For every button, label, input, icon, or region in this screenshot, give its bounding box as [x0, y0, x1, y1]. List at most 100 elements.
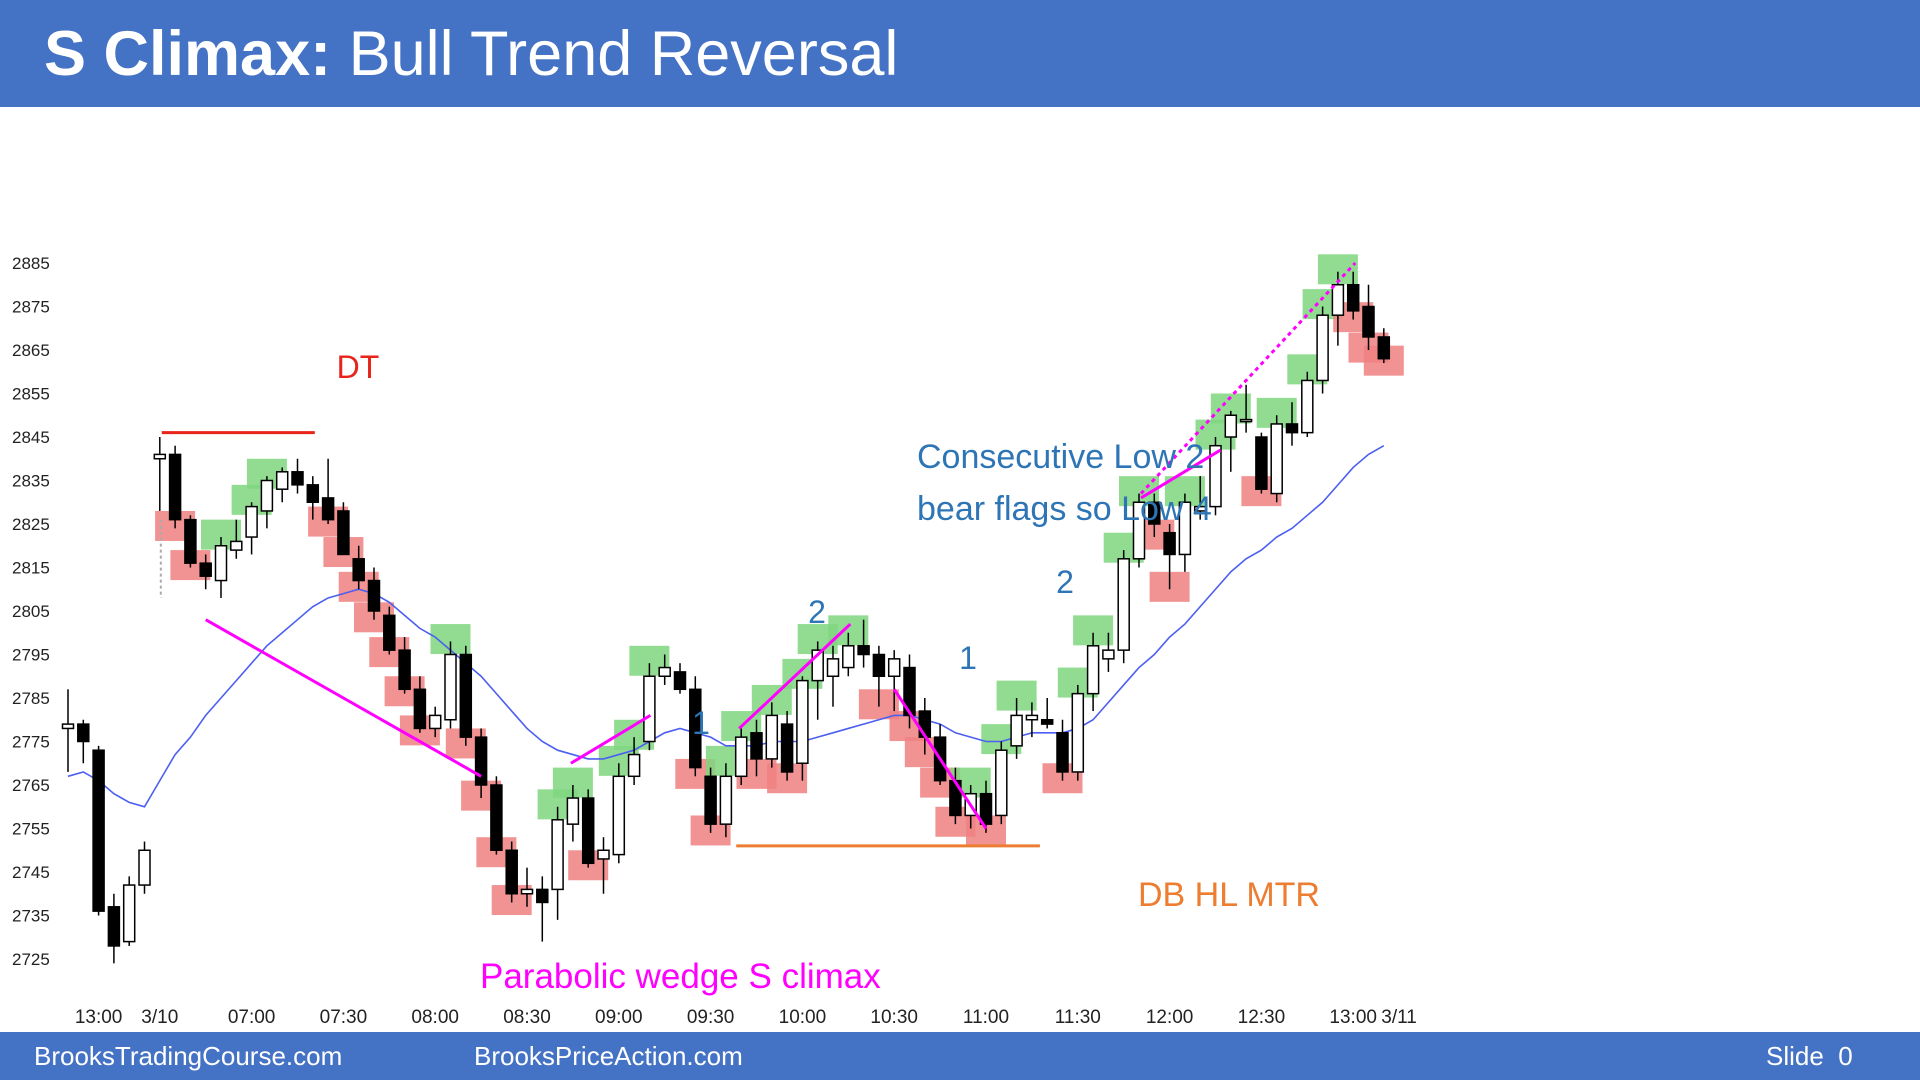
bull-candle-body: [1178, 501, 1192, 556]
bear-candle-body: [979, 792, 993, 825]
x-tick-label: 13:00: [75, 1007, 123, 1028]
ema-polyline: [67, 445, 1385, 808]
bear-candle-body: [1163, 531, 1176, 556]
wedge-trendline: [204, 618, 482, 778]
label-parabolic-wedge: Parabolic wedge S climax: [480, 957, 881, 996]
label-2-second: 2: [1056, 564, 1074, 600]
bear-candle-body: [780, 723, 794, 773]
x-tick-label: 13:00: [1329, 1007, 1377, 1028]
bear-candle-body: [673, 671, 687, 691]
bull-candle-body: [796, 679, 809, 764]
y-tick-label: 2875: [12, 298, 50, 317]
bull-candle-body: [428, 714, 442, 730]
bull-candle-body: [1193, 505, 1207, 512]
slide-title-bold: S Climax:: [44, 19, 332, 89]
pullback-line-2: [738, 622, 852, 730]
bear-leg-line: [892, 688, 988, 830]
bull-candle-body: [230, 540, 243, 551]
label-1-second: 1: [959, 640, 977, 676]
bear-candle-body: [92, 749, 105, 912]
annotations: DT 1 2 1 2 Consecutive Low 2 bear flags so Low…: [159, 261, 1357, 996]
bull-candle-body: [765, 714, 779, 760]
bull-candle-body: [1316, 314, 1329, 382]
bear-candle-body: [184, 518, 197, 564]
bear-candle-body: [1148, 501, 1161, 525]
y-tick-label: 2725: [12, 950, 50, 969]
bull-candle-body: [1117, 558, 1130, 651]
label-1-first: 1: [692, 705, 710, 741]
bear-candle-body: [337, 510, 350, 556]
bear-candle-body: [1040, 719, 1054, 725]
bull-candle-body: [214, 545, 228, 582]
bull-candle-body: [1102, 649, 1115, 660]
title-bar: S Climax: Bull Trend Reversal: [0, 0, 1920, 107]
label-db-hl-mtr: DB HL MTR: [1138, 876, 1320, 914]
bear-candle-body: [505, 849, 518, 895]
bull-candle-body: [597, 849, 610, 860]
x-tick-label: 10:30: [870, 1007, 918, 1028]
bull-candle-body: [1010, 714, 1023, 747]
slide-title: S Climax: Bull Trend Reversal: [44, 18, 898, 90]
y-tick-label: 2825: [12, 515, 50, 534]
bear-candle-body: [383, 614, 396, 651]
bull-candle-body: [1270, 423, 1283, 495]
y-tick-label: 2745: [12, 863, 50, 882]
bear-candle-body: [321, 497, 335, 521]
x-tick-label: 09:30: [687, 1007, 735, 1028]
footer-left-text: BrooksTradingCourse.com: [34, 1041, 343, 1071]
bear-candle-body: [199, 562, 212, 577]
bear-candle-body: [704, 775, 717, 825]
bull-candle-body: [734, 736, 748, 778]
y-tick-label: 2805: [12, 602, 50, 621]
x-tick-label: 11:30: [1055, 1007, 1101, 1028]
y-tick-label: 2835: [12, 472, 50, 491]
bull-candle-body: [811, 649, 824, 682]
bull-candle-body: [275, 471, 289, 490]
bear-candle-body: [903, 666, 916, 717]
bull-candle-body: [245, 505, 258, 538]
bear-candle-body: [581, 797, 595, 865]
bear-candle-body: [107, 906, 121, 947]
x-tick-label: 3/10: [141, 1007, 178, 1028]
y-axis: 2725 2735 2745 2755 2765 2775 2785 2795 2805 2815…: [12, 254, 50, 969]
x-tick-label: 3/11: [1381, 1007, 1417, 1028]
bear-candle-body: [352, 558, 365, 582]
x-tick-label: 12:30: [1238, 1007, 1286, 1028]
bear-candle-body: [1362, 305, 1375, 338]
price-chart: 2725 2735 2745 2755 2765 2775 2785 2795 2805 2815…: [12, 254, 1417, 1028]
bull-candle-body: [1209, 444, 1222, 508]
x-tick-label: 08:30: [503, 1007, 551, 1028]
footer-bar: BrooksTradingCourse.com BrooksPriceActio…: [0, 1032, 1920, 1080]
x-tick-label: 10:00: [779, 1007, 827, 1028]
y-tick-label: 2855: [12, 385, 50, 404]
bull-candle-body: [719, 775, 733, 825]
bear-candle-body: [474, 736, 488, 786]
bull-candle-body: [1239, 418, 1253, 423]
bull-candle-body: [1071, 692, 1085, 773]
bear-candle-body: [1255, 436, 1268, 490]
bear-candle-body: [168, 453, 182, 521]
bull-candle-body: [1132, 501, 1146, 560]
bull-candle-body: [826, 658, 840, 677]
bull-candle-body: [627, 753, 641, 778]
ema-line: [67, 445, 1385, 808]
bear-candle-body: [367, 579, 381, 612]
y-tick-label: 2885: [12, 254, 50, 273]
bear-candle-body: [536, 888, 549, 904]
bull-candle-body: [995, 749, 1008, 817]
bull-candle-body: [1301, 379, 1314, 434]
x-tick-label: 09:00: [595, 1007, 643, 1028]
label-2-first: 2: [808, 594, 826, 630]
x-tick-label: 07:30: [320, 1007, 368, 1028]
bull-candle-body: [612, 775, 626, 856]
bull-candle-body: [444, 653, 457, 721]
pullback-line-1: [570, 714, 652, 765]
bear-candle-body: [398, 649, 411, 691]
label-bear-flags: bear flags so Low 4: [917, 490, 1212, 528]
bear-candle-body: [306, 484, 320, 504]
label-dt: DT: [337, 349, 380, 385]
bear-candle-body: [459, 653, 473, 738]
bull-candle-body: [122, 884, 136, 943]
y-tick-label: 2765: [12, 776, 50, 795]
bear-candle-body: [872, 653, 886, 677]
